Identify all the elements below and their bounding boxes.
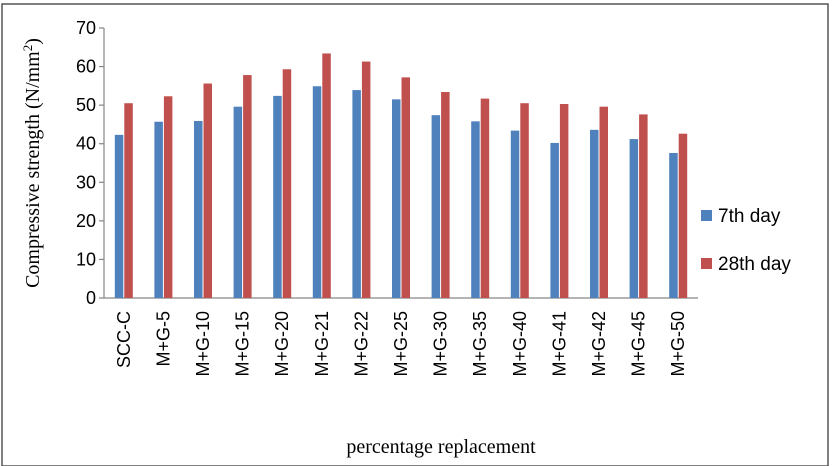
bar-7th-day (154, 121, 163, 298)
bar-7th-day (392, 99, 401, 298)
y-tick-label: 50 (76, 95, 96, 115)
bar-7th-day (431, 115, 441, 299)
bar-7th-day (669, 152, 678, 298)
bar-28th-day (441, 92, 450, 299)
bar-7th-day (273, 95, 282, 298)
bar-28th-day (599, 106, 608, 298)
y-tick-label: 60 (76, 57, 96, 77)
y-tick-label: 70 (76, 18, 96, 38)
legend: 7th day 28th day (701, 206, 791, 275)
legend-label-28th-day: 28th day (718, 254, 791, 275)
y-tick-label: 30 (76, 172, 96, 192)
x-tick-label: M+G-20 (272, 311, 292, 377)
bar-28th-day (322, 53, 331, 299)
y-tick-labels: 0 10 20 30 40 50 60 70 (76, 18, 104, 308)
bar-28th-day (361, 61, 371, 298)
x-tick-label: M+G-5 (153, 311, 173, 367)
y-tick-label: 10 (76, 249, 96, 269)
bar-7th-day (510, 130, 520, 298)
bar-28th-day (639, 114, 648, 299)
bar-7th-day (312, 86, 322, 298)
x-tick-label: M+G-45 (629, 311, 649, 377)
bar-28th-day (480, 98, 490, 298)
legend-label-7th-day: 7th day (718, 206, 781, 227)
bar-7th-day (352, 90, 361, 298)
x-tick-label: M+G-35 (470, 311, 490, 377)
bar-28th-day (243, 75, 252, 298)
legend-swatch-28th-day (701, 258, 712, 269)
x-tick-label: M+G-22 (351, 311, 371, 377)
x-tick-label: M+G-15 (233, 311, 253, 377)
bar-7th-day (114, 134, 124, 298)
bar-7th-day (194, 120, 203, 298)
bar-28th-day (678, 133, 688, 298)
x-tick-label: M+G-30 (431, 311, 451, 377)
bar-28th-day (124, 103, 133, 298)
x-tick-label: M+G-21 (312, 311, 332, 377)
y-tick-label: 20 (76, 211, 96, 231)
bar-28th-day (203, 83, 212, 299)
chart-frame (1, 3, 829, 466)
bar-7th-day (471, 121, 480, 298)
x-tick-label: M+G-41 (549, 311, 569, 377)
bar-28th-day (163, 96, 173, 299)
bar-28th-day (401, 77, 410, 298)
x-tick-label: M+G-40 (510, 311, 530, 377)
x-tick-labels: SCC-C M+G-5 M+G-10 M+G-15 M+G-20 M+G-21 M+G-22… (114, 311, 688, 377)
bar-7th-day (590, 129, 599, 298)
x-tick-label: SCC-C (114, 311, 134, 368)
bar-28th-day (559, 103, 569, 298)
y-tick-label: 0 (86, 288, 96, 308)
x-tick-label: M+G-42 (589, 311, 609, 377)
y-tick-label: 40 (76, 134, 96, 154)
legend-swatch-7th-day (701, 210, 712, 221)
bar-28th-day (282, 69, 292, 299)
bar-7th-day (629, 139, 639, 298)
x-tick-label: M+G-10 (193, 311, 213, 377)
y-axis-title: Compressive strength (N/mm2) (20, 38, 44, 288)
x-tick-label: M+G-50 (668, 311, 688, 377)
x-tick-label: M+G-25 (391, 311, 411, 377)
bars (114, 53, 688, 299)
bar-7th-day (550, 142, 559, 298)
bar-7th-day (233, 106, 243, 298)
x-axis-title: percentage replacement (346, 436, 536, 458)
bar-28th-day (520, 103, 529, 298)
